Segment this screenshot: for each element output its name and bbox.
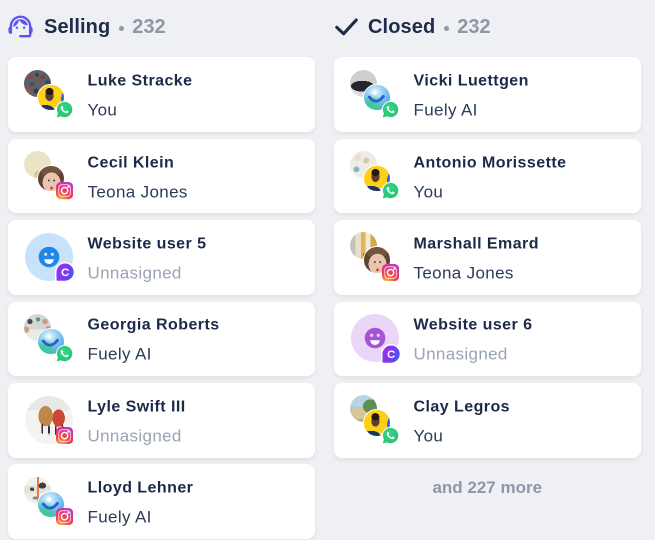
- svg-text:C: C: [61, 267, 69, 279]
- svg-text:C: C: [387, 349, 395, 361]
